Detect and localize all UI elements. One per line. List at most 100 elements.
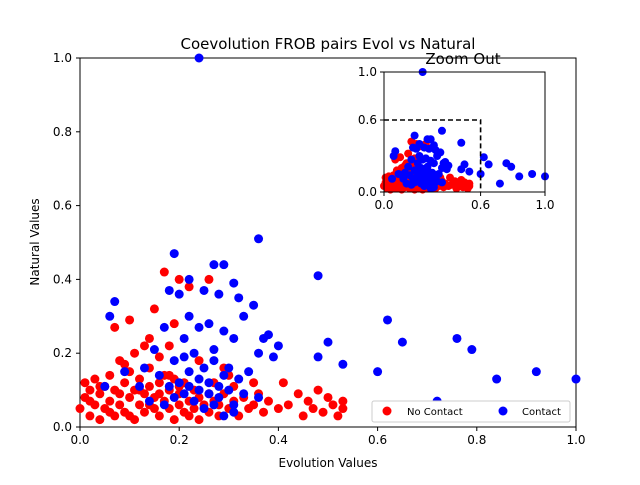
inset-title: Zoom Out	[425, 50, 500, 68]
data-point-contact	[184, 381, 194, 391]
data-point-no-contact	[338, 404, 348, 414]
data-point-contact	[139, 363, 149, 373]
inset-x-tick-label: 0.0	[374, 198, 393, 212]
data-point-no-contact	[194, 415, 204, 425]
data-point-contact	[179, 352, 189, 362]
legend-marker-no-contact	[382, 406, 392, 416]
data-point-contact	[229, 400, 239, 410]
inset-data-point	[400, 168, 409, 177]
inset-data-point	[457, 138, 466, 147]
data-point-no-contact	[105, 407, 115, 417]
inset-data-point	[507, 162, 516, 171]
data-point-no-contact	[249, 378, 259, 388]
inset-data-point	[484, 160, 493, 169]
legend: No Contact Contact	[371, 400, 571, 423]
data-point-contact	[254, 392, 264, 402]
y-tick-label: 1.0	[53, 51, 72, 65]
data-point-contact	[194, 322, 204, 332]
data-point-contact	[100, 381, 110, 391]
data-point-contact	[452, 333, 462, 343]
data-point-contact	[338, 359, 348, 369]
data-point-contact	[204, 319, 214, 329]
x-tick-label: 0.4	[269, 433, 288, 447]
data-point-no-contact	[164, 370, 174, 380]
data-point-no-contact	[115, 400, 125, 410]
chart-title: Coevolution FROB pairs Evol vs Natural	[181, 35, 476, 53]
data-point-contact	[135, 381, 145, 391]
data-point-contact	[209, 400, 219, 410]
data-point-no-contact	[85, 396, 95, 406]
data-point-contact	[239, 389, 249, 399]
data-point-contact	[174, 378, 184, 388]
inset-data-point	[423, 135, 432, 144]
inset-data-point	[413, 165, 422, 174]
data-point-contact	[194, 374, 204, 384]
data-point-contact	[571, 374, 581, 384]
x-tick-label: 1.0	[566, 433, 585, 447]
inset-y-axis-ticks: 0.0 0.6 1.0	[358, 65, 384, 199]
data-point-contact	[144, 396, 154, 406]
data-point-no-contact	[139, 341, 149, 351]
data-point-no-contact	[130, 348, 140, 358]
data-point-contact	[199, 404, 209, 414]
data-point-contact	[159, 322, 169, 332]
inset-data-point	[465, 182, 474, 190]
y-tick-label: 0.0	[53, 420, 72, 434]
data-point-contact	[249, 300, 259, 310]
data-point-no-contact	[194, 356, 204, 366]
data-point-contact	[169, 356, 179, 366]
data-point-contact	[254, 234, 264, 244]
inset-y-tick-label: 0.6	[358, 113, 377, 127]
data-point-no-contact	[338, 396, 348, 406]
legend-label-contact: Contact	[522, 407, 561, 418]
data-point-no-contact	[85, 411, 95, 421]
data-point-contact	[209, 345, 219, 355]
data-point-contact	[110, 297, 120, 307]
data-point-no-contact	[174, 274, 184, 284]
legend-label-no-contact: No Contact	[407, 407, 463, 418]
data-point-no-contact	[293, 389, 303, 399]
y-axis-ticks: 0.0 0.2 0.4 0.6 0.8 1.0	[53, 51, 80, 434]
data-point-contact	[174, 289, 184, 299]
inset-data-point	[495, 179, 504, 188]
data-point-contact	[189, 396, 199, 406]
data-point-no-contact	[328, 400, 338, 410]
x-tick-label: 0.8	[467, 433, 486, 447]
inset-data-point	[434, 170, 443, 178]
legend-marker-contact	[498, 406, 508, 416]
data-point-contact	[199, 285, 209, 295]
data-point-contact	[234, 293, 244, 303]
data-point-no-contact	[149, 304, 159, 314]
inset-data-point	[429, 159, 438, 168]
data-point-contact	[219, 326, 229, 336]
data-point-no-contact	[95, 389, 105, 399]
data-point-contact	[164, 285, 174, 295]
inset-data-point	[404, 162, 413, 171]
y-tick-label: 0.6	[53, 199, 72, 213]
data-point-no-contact	[273, 404, 283, 414]
data-point-no-contact	[283, 400, 293, 410]
data-point-no-contact	[313, 385, 323, 395]
data-point-contact	[214, 392, 224, 402]
data-point-contact	[164, 381, 174, 391]
inset-data-point	[429, 183, 438, 192]
inset-data-point	[479, 153, 488, 162]
data-point-no-contact	[75, 404, 85, 414]
inset-data-point	[457, 165, 466, 174]
data-point-contact	[244, 367, 254, 377]
data-point-contact	[199, 363, 209, 373]
data-point-contact	[159, 400, 169, 410]
data-point-no-contact	[259, 407, 269, 417]
data-point-contact	[273, 341, 283, 351]
data-point-contact	[194, 53, 204, 63]
inset-data-point	[442, 165, 451, 174]
data-point-no-contact	[154, 389, 164, 399]
inset-data-point	[391, 147, 400, 156]
data-point-no-contact	[110, 322, 120, 332]
data-point-no-contact	[318, 407, 328, 417]
x-axis-label: Evolution Values	[279, 456, 378, 470]
data-point-contact	[219, 260, 229, 270]
y-tick-label: 0.8	[53, 125, 72, 139]
data-point-no-contact	[323, 392, 333, 402]
